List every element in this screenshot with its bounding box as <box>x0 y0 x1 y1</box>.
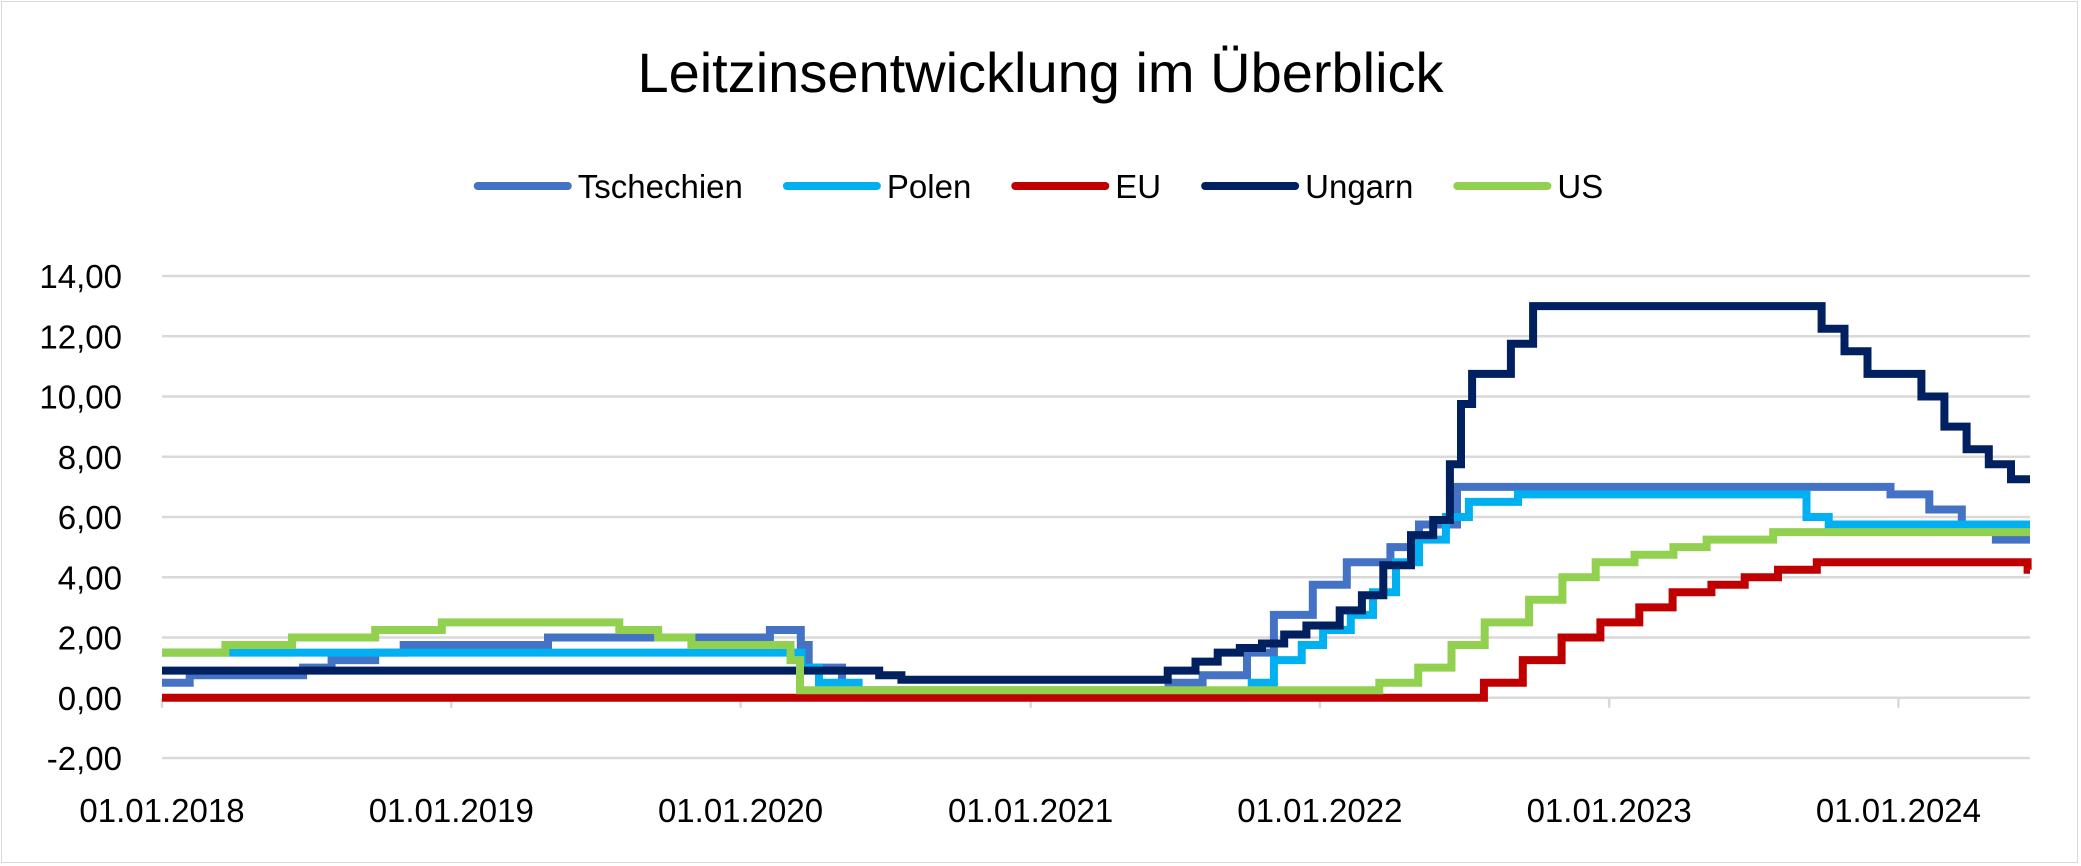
y-tick-label: 12,00 <box>39 318 122 355</box>
x-tick-label: 01.01.2020 <box>658 792 823 829</box>
y-tick-label: 2,00 <box>58 620 122 657</box>
tick-labels: -2,00 0,00 2,00 4,00 6,00 8,00 10,00 12,00 14,00… <box>39 258 1981 829</box>
series-line-ungarn <box>162 302 2030 684</box>
y-tick-label: 4,00 <box>58 559 122 596</box>
legend-item-ungarn: Ungarn <box>1201 168 1413 205</box>
y-tick-label: 6,00 <box>58 499 122 536</box>
y-tick-label: 0,00 <box>58 680 122 717</box>
x-tick-label: 01.01.2018 <box>79 792 244 829</box>
legend-label-tschechien: Tschechien <box>578 168 743 205</box>
legend-label-polen: Polen <box>887 168 971 205</box>
x-tick-label: 01.01.2024 <box>1816 792 1981 829</box>
series-lines <box>162 302 2032 702</box>
x-tick-label: 01.01.2023 <box>1527 792 1692 829</box>
series-line-us <box>162 528 2030 695</box>
legend-item-eu: EU <box>1011 168 1161 205</box>
x-tick-label: 01.01.2021 <box>948 792 1113 829</box>
legend-label-eu: EU <box>1115 168 1161 205</box>
y-tick-label: 10,00 <box>39 379 122 416</box>
x-tick-label: 01.01.2019 <box>369 792 534 829</box>
y-tick-label: 8,00 <box>58 439 122 476</box>
y-tick-label: 14,00 <box>39 258 122 295</box>
legend-item-us: US <box>1453 168 1603 205</box>
series-line-polen <box>162 490 2030 699</box>
x-tick-label: 01.01.2022 <box>1237 792 1402 829</box>
chart-title: Leitzinsentwicklung im Überblick <box>637 41 1444 104</box>
legend-label-ungarn: Ungarn <box>1305 168 1413 205</box>
gridlines <box>162 274 2030 760</box>
series-line-eu <box>162 558 2032 702</box>
legend-item-tschechien: Tschechien <box>473 168 743 205</box>
y-tick-label: -2,00 <box>47 740 122 777</box>
legend-item-polen: Polen <box>782 168 971 205</box>
legend: Tschechien Polen EU Ungarn US <box>473 168 1603 205</box>
legend-label-us: US <box>1557 168 1603 205</box>
